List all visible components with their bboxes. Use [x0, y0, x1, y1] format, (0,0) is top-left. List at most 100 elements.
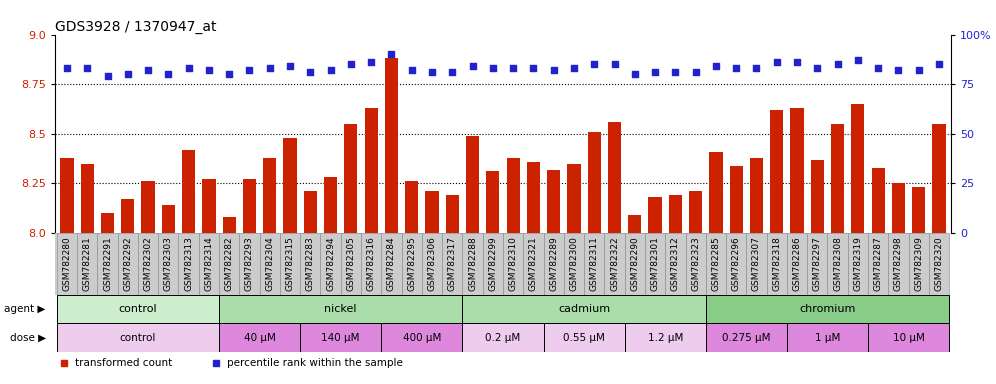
Point: [59, 65, 75, 71]
Text: 1 μM: 1 μM: [815, 333, 841, 343]
Point: [505, 65, 521, 71]
Bar: [807, 233, 828, 295]
Text: GSM782305: GSM782305: [347, 236, 356, 291]
Bar: [384, 58, 398, 233]
Bar: [730, 166, 743, 233]
Bar: [405, 181, 418, 233]
Point: [626, 71, 642, 77]
Bar: [141, 181, 154, 233]
Text: 40 μM: 40 μM: [244, 333, 276, 343]
Point: [830, 61, 846, 68]
Text: GSM782301: GSM782301: [650, 236, 659, 291]
Point: [931, 61, 947, 68]
Bar: [624, 323, 706, 352]
Bar: [341, 233, 361, 295]
Text: GSM782310: GSM782310: [509, 236, 518, 291]
Bar: [219, 233, 239, 295]
Bar: [101, 213, 115, 233]
Text: GSM782296: GSM782296: [732, 236, 741, 291]
Bar: [304, 191, 317, 233]
Bar: [81, 164, 94, 233]
Bar: [645, 233, 665, 295]
Text: GSM782320: GSM782320: [934, 236, 943, 291]
Text: GSM782281: GSM782281: [83, 236, 92, 291]
Bar: [811, 160, 824, 233]
Bar: [260, 233, 280, 295]
Bar: [219, 295, 462, 323]
Point: [343, 61, 359, 68]
Bar: [381, 233, 401, 295]
Bar: [608, 122, 622, 233]
Text: GSM782290: GSM782290: [630, 236, 639, 291]
Bar: [668, 195, 682, 233]
Bar: [345, 124, 358, 233]
Bar: [932, 124, 945, 233]
Point: [749, 65, 765, 71]
Point: [403, 67, 419, 73]
Text: GSM782312: GSM782312: [671, 236, 680, 291]
Bar: [300, 323, 381, 352]
Bar: [222, 217, 236, 233]
Text: GSM782304: GSM782304: [265, 236, 274, 291]
Bar: [888, 233, 908, 295]
Text: 400 μM: 400 μM: [402, 333, 441, 343]
Point: [485, 65, 501, 71]
Bar: [61, 157, 74, 233]
Bar: [486, 172, 499, 233]
Text: GSM782311: GSM782311: [590, 236, 599, 291]
Text: GSM782316: GSM782316: [367, 236, 375, 291]
Bar: [726, 233, 746, 295]
Bar: [401, 233, 422, 295]
Bar: [178, 233, 199, 295]
Bar: [57, 323, 219, 352]
Text: GSM782282: GSM782282: [225, 236, 234, 291]
Bar: [381, 323, 462, 352]
Text: chromium: chromium: [799, 304, 856, 314]
Point: [282, 63, 298, 70]
Text: GSM782323: GSM782323: [691, 236, 700, 291]
Bar: [422, 233, 442, 295]
Bar: [852, 104, 865, 233]
Bar: [872, 167, 884, 233]
Bar: [706, 233, 726, 295]
Bar: [77, 233, 98, 295]
Bar: [57, 295, 219, 323]
Point: [890, 67, 906, 73]
Bar: [503, 233, 523, 295]
Text: GSM782285: GSM782285: [711, 236, 720, 291]
Text: GSM782317: GSM782317: [448, 236, 457, 291]
Text: GSM782299: GSM782299: [488, 236, 497, 291]
Text: nickel: nickel: [325, 304, 357, 314]
Point: [364, 59, 379, 65]
Bar: [908, 233, 929, 295]
Text: GSM782283: GSM782283: [306, 236, 315, 291]
Text: GSM782297: GSM782297: [813, 236, 822, 291]
Bar: [564, 233, 584, 295]
Bar: [284, 138, 297, 233]
Text: dose ▶: dose ▶: [10, 333, 46, 343]
Bar: [746, 233, 767, 295]
Point: [667, 69, 683, 75]
Text: GSM782322: GSM782322: [610, 236, 620, 291]
Text: GSM782303: GSM782303: [164, 236, 173, 291]
Point: [160, 71, 176, 77]
Bar: [750, 157, 763, 233]
Bar: [507, 157, 520, 233]
Bar: [118, 233, 137, 295]
Text: GSM782280: GSM782280: [63, 236, 72, 291]
Point: [566, 65, 582, 71]
Bar: [158, 233, 178, 295]
Text: GSM782318: GSM782318: [772, 236, 781, 291]
Point: [546, 67, 562, 73]
Text: GSM782298: GSM782298: [894, 236, 903, 291]
Point: [100, 73, 116, 79]
Text: GSM782286: GSM782286: [793, 236, 802, 291]
Point: [587, 61, 603, 68]
Point: [241, 67, 257, 73]
Point: [140, 67, 156, 73]
Point: [607, 61, 622, 68]
Bar: [462, 323, 544, 352]
Point: [647, 69, 663, 75]
Bar: [442, 233, 462, 295]
Text: GSM782289: GSM782289: [549, 236, 558, 291]
